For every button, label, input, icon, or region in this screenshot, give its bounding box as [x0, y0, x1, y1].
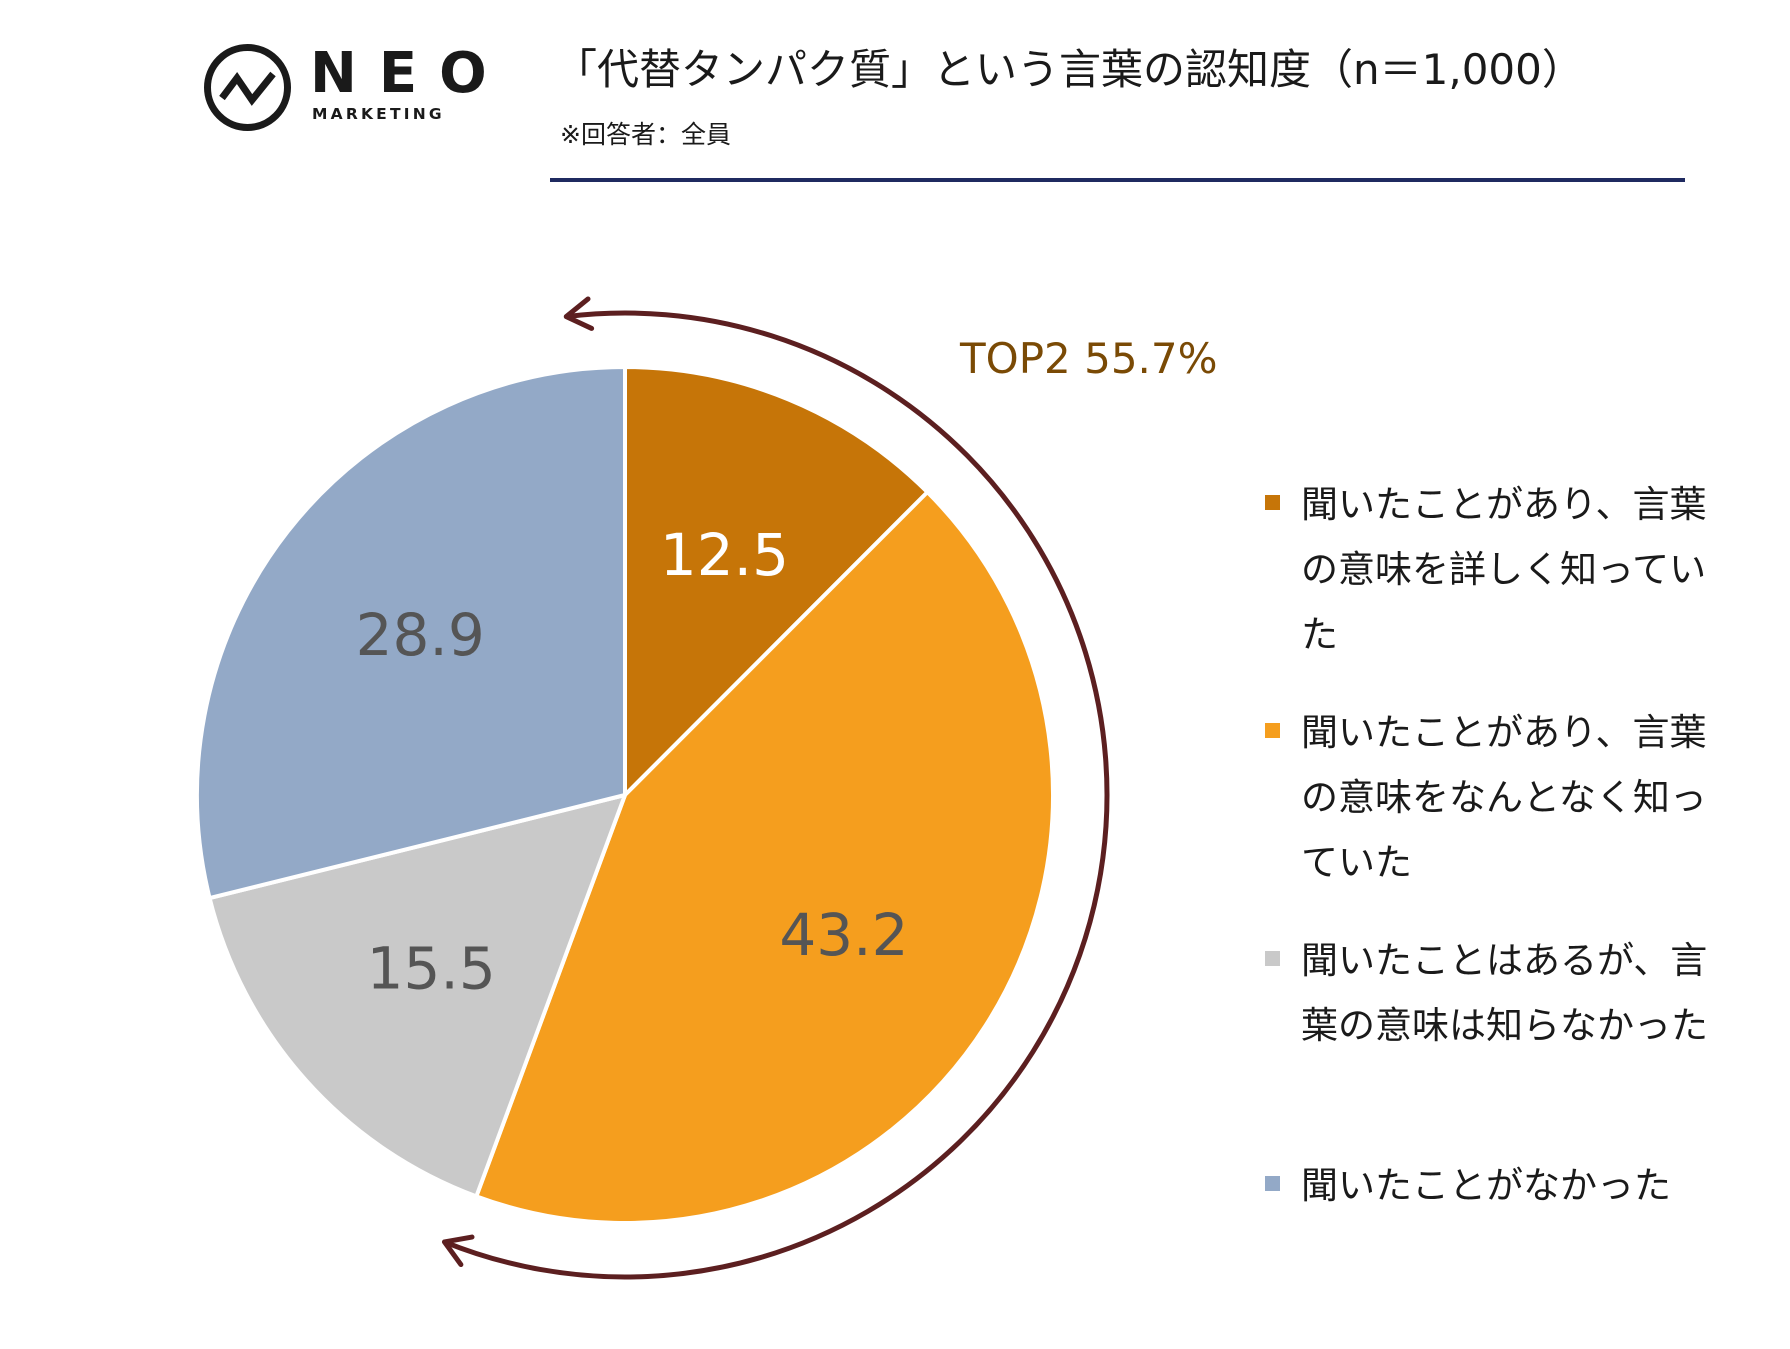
logo-wordmark: NEO	[310, 41, 509, 106]
pie-value-labels: 12.5 43.2 15.5 28.9	[356, 521, 909, 1003]
slice-value-label-1: 12.5	[660, 521, 789, 589]
logo-subtitle: MARKETING	[312, 105, 445, 123]
chart-title: 「代替タンパク質」という言葉の認知度（n＝1,000）	[555, 45, 1584, 94]
top2-annotation: TOP2 55.7%	[959, 334, 1218, 383]
legend-label: 聞いたことがなかった	[1301, 1164, 1671, 1207]
pie-slice-4	[195, 365, 627, 901]
legend-swatch	[1265, 951, 1280, 966]
slice-value-label-4: 28.9	[356, 601, 485, 669]
pie-slices	[195, 365, 1055, 1226]
neo-marketing-logo: NEO MARKETING	[200, 40, 500, 140]
pie-slice-1	[623, 365, 930, 797]
top2-bracket-arrow	[441, 296, 1110, 1280]
logo-mark-icon	[204, 44, 291, 131]
pie-chart: TOP2 55.7% 12.5 43.2 15.5 28.9	[195, 296, 1218, 1280]
legend-label: 聞いたことはあるが、言葉の意味は知らなかった	[1301, 939, 1708, 1047]
legend-swatch	[1265, 495, 1280, 510]
arrow-head-top-icon	[563, 296, 595, 331]
legend-label: 聞いたことがあり、言葉の意味を詳しく知っていた	[1301, 483, 1707, 656]
slice-value-label-3: 15.5	[367, 934, 496, 1002]
pie-slice-2	[474, 490, 1055, 1226]
arrow-head-bottom-icon	[441, 1234, 475, 1268]
legend-swatch	[1265, 723, 1280, 738]
pie-slice-3	[207, 793, 627, 1199]
legend-label: 聞いたことがあり、言葉の意味をなんとなく知っていた	[1301, 711, 1707, 884]
respondent-note: ※回答者：全員	[560, 120, 731, 149]
legend-swatch	[1265, 1176, 1280, 1191]
title-underline	[550, 178, 1685, 182]
top2-arc	[443, 310, 1110, 1280]
slice-value-label-2: 43.2	[779, 901, 908, 969]
